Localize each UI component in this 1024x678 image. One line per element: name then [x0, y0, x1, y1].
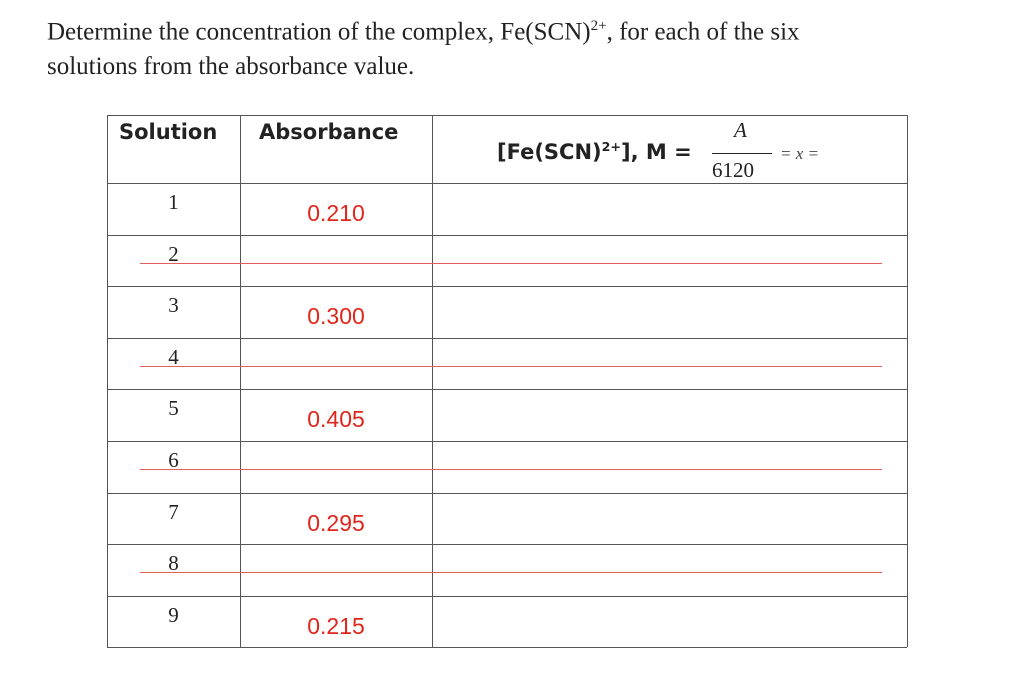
strike-line — [140, 572, 882, 574]
absorbance-value: 0.215 — [307, 612, 365, 639]
header-text: [Fe(SCN) — [497, 140, 602, 164]
intro-line-2: solutions from the absorbance value. — [47, 53, 415, 80]
header-absorbance: Absorbance — [259, 120, 399, 144]
table-border — [907, 115, 908, 647]
intro-text: Determine the concentration of the compl… — [47, 18, 591, 46]
formula-tail: = x = — [780, 144, 819, 163]
superscript: 2+ — [590, 18, 607, 34]
row-divider — [107, 389, 907, 390]
header-text: ], M = — [620, 140, 692, 164]
table-border — [107, 115, 907, 116]
solution-number: 4 — [168, 344, 179, 369]
solution-number: 1 — [168, 190, 179, 214]
column-divider — [240, 115, 241, 647]
row-divider — [107, 235, 907, 236]
fraction-bar — [712, 153, 772, 154]
row-divider — [107, 286, 907, 287]
solution-number: 7 — [168, 499, 179, 524]
solution-number: 5 — [168, 396, 179, 421]
strike-line — [140, 262, 882, 264]
header-solution: Solution — [119, 120, 218, 144]
column-divider — [432, 115, 433, 647]
strike-line — [140, 469, 882, 470]
solution-number: 6 — [168, 448, 179, 472]
superscript: 2+ — [601, 139, 621, 154]
absorbance-value: 0.295 — [307, 509, 365, 536]
strike-line — [140, 365, 882, 367]
intro-text: , for each of the six — [606, 18, 800, 46]
absorbance-value: 0.300 — [307, 303, 365, 330]
row-divider — [107, 647, 907, 648]
solution-number: 3 — [168, 293, 179, 318]
absorbance-value: 0.405 — [307, 406, 365, 433]
row-divider — [107, 544, 907, 545]
row-divider — [107, 183, 907, 184]
row-divider — [107, 441, 907, 442]
absorbance-value: 0.210 — [307, 200, 365, 226]
table-border — [107, 115, 108, 647]
row-divider — [107, 493, 907, 494]
row-divider — [107, 596, 907, 597]
fraction-denominator: 6120 — [712, 158, 754, 182]
solution-number: 9 — [168, 602, 179, 627]
header-concentration: [Fe(SCN)2+], M = — [497, 139, 692, 164]
row-divider — [107, 338, 907, 339]
intro-line-1: Determine the concentration of the compl… — [47, 18, 800, 46]
solution-number: 8 — [168, 551, 179, 576]
solution-number: 2 — [168, 241, 179, 266]
fraction-numerator: A — [734, 118, 747, 142]
